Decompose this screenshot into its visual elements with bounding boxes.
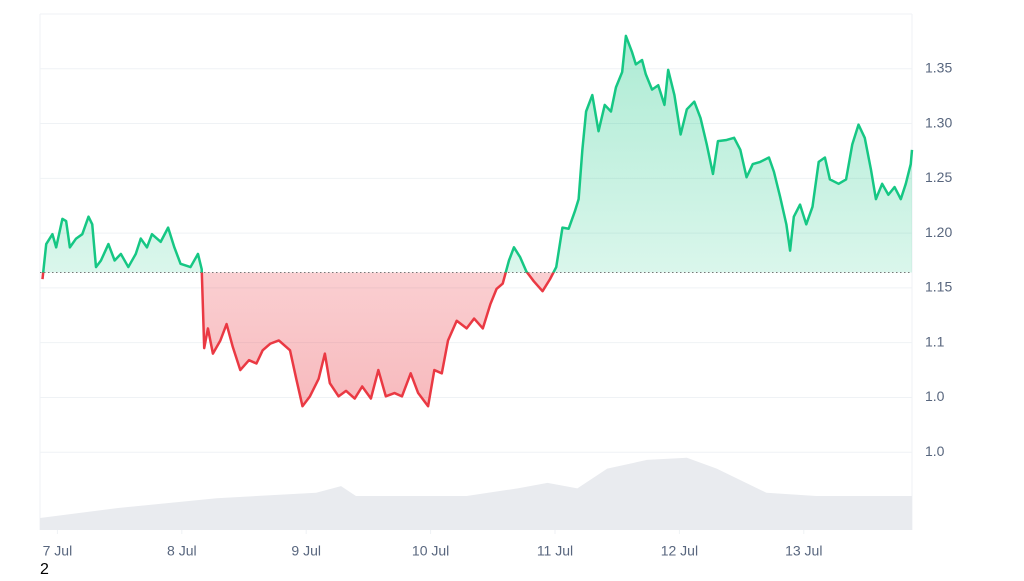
area-down <box>42 272 912 407</box>
y-tick-label: 1.15 <box>925 279 952 295</box>
x-tick-label: 9 Jul <box>291 543 321 559</box>
area-up <box>43 35 912 273</box>
x-tick-label: 10 Jul <box>412 543 449 559</box>
x-tick-label: 8 Jul <box>167 543 197 559</box>
x-tick-label: 12 Jul <box>661 543 698 559</box>
y-tick-label: 1.1 <box>925 333 945 349</box>
y-tick-label: 1.0 <box>925 443 945 459</box>
footnote: 2 <box>40 561 49 576</box>
x-tick-label: 13 Jul <box>785 543 822 559</box>
price-line-up <box>41 34 914 273</box>
x-tick-label: 7 Jul <box>43 543 73 559</box>
y-tick-label: 1.20 <box>925 224 952 240</box>
y-tick-label: 1.35 <box>925 59 952 75</box>
y-tick-label: 1.30 <box>925 114 952 130</box>
volume-area <box>40 457 912 530</box>
y-tick-label: 1.25 <box>925 169 952 185</box>
y-tick-label: 1.0 <box>925 388 945 404</box>
x-tick-label: 11 Jul <box>537 543 573 559</box>
